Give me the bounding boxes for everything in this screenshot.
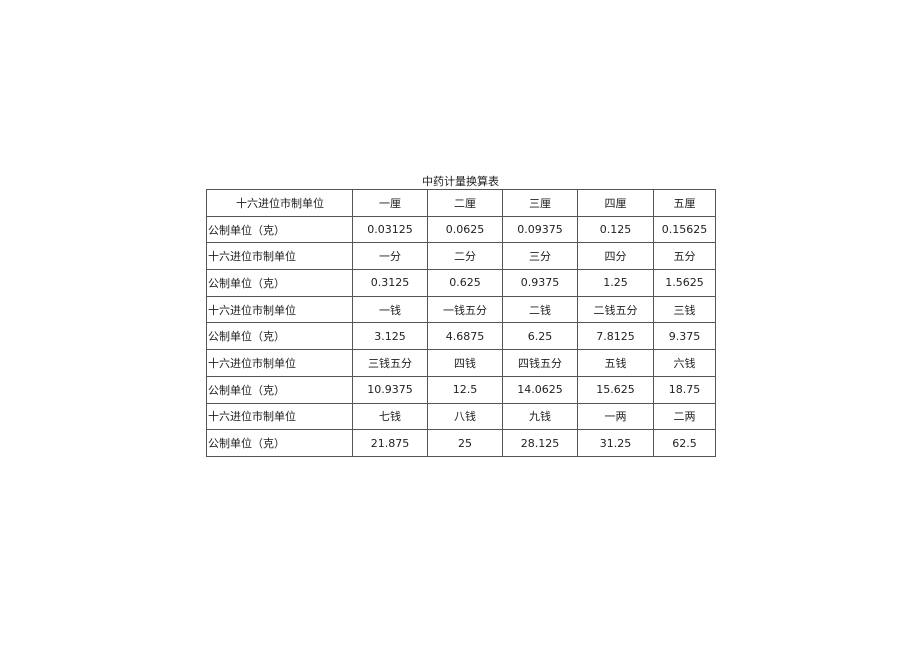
table-cell: 0.03125	[352, 215, 428, 244]
table-cell: 六钱	[653, 349, 716, 377]
table-cell: 14.0625	[502, 375, 578, 404]
table-cell: 1.25	[577, 269, 654, 297]
table-cell: 三厘	[502, 189, 578, 217]
table-cell: 0.625	[427, 269, 503, 297]
table-cell: 一钱五分	[427, 295, 503, 324]
table-cell: 七钱	[352, 402, 428, 431]
table-cell: 62.5	[653, 429, 716, 457]
table-cell: 0.15625	[653, 215, 716, 244]
table-row: 公制单位（克） 0.3125 0.625 0.9375 1.25 1.5625	[206, 269, 716, 297]
table-cell: 五钱	[577, 349, 654, 377]
table-cell: 一钱	[352, 295, 428, 324]
table-cell: 一分	[352, 242, 428, 271]
table-cell: 18.75	[653, 375, 716, 404]
table-cell: 八钱	[427, 402, 503, 431]
row-label: 十六进位市制单位	[206, 349, 353, 377]
table-cell: 3.125	[352, 322, 428, 351]
table-cell: 25	[427, 429, 503, 457]
table-cell: 九钱	[502, 402, 578, 431]
table-row: 公制单位（克） 0.03125 0.0625 0.09375 0.125 0.15625	[206, 215, 716, 244]
table-cell: 0.09375	[502, 215, 578, 244]
row-label: 十六进位市制单位	[206, 189, 353, 217]
row-label: 公制单位（克）	[206, 322, 353, 351]
table-cell: 7.8125	[577, 322, 654, 351]
table-cell: 1.5625	[653, 269, 716, 297]
table-cell: 二厘	[427, 189, 503, 217]
table-cell: 15.625	[577, 375, 654, 404]
table-cell: 二钱五分	[577, 295, 654, 324]
table-row: 十六进位市制单位 七钱 八钱 九钱 一两 二两	[206, 402, 716, 431]
row-label: 十六进位市制单位	[206, 242, 353, 271]
table-row: 公制单位（克） 3.125 4.6875 6.25 7.8125 9.375	[206, 322, 716, 351]
table-cell: 0.0625	[427, 215, 503, 244]
table-cell: 9.375	[653, 322, 716, 351]
table-row: 十六进位市制单位 一厘 二厘 三厘 四厘 五厘	[206, 189, 716, 217]
table-row: 公制单位（克） 21.875 25 28.125 31.25 62.5	[206, 429, 716, 457]
table-row: 公制单位（克） 10.9375 12.5 14.0625 15.625 18.75	[206, 375, 716, 404]
table-cell: 四钱五分	[502, 349, 578, 377]
row-label: 公制单位（克）	[206, 375, 353, 404]
table-cell: 0.9375	[502, 269, 578, 297]
table-title: 中药计量换算表	[422, 175, 499, 188]
table-cell: 28.125	[502, 429, 578, 457]
table-cell: 五分	[653, 242, 716, 271]
table-cell: 4.6875	[427, 322, 503, 351]
table-row: 十六进位市制单位 一钱 一钱五分 二钱 二钱五分 三钱	[206, 295, 716, 324]
table-cell: 四钱	[427, 349, 503, 377]
table-cell: 二钱	[502, 295, 578, 324]
table-cell: 0.125	[577, 215, 654, 244]
table-cell: 12.5	[427, 375, 503, 404]
row-label: 十六进位市制单位	[206, 295, 353, 324]
table-cell: 四分	[577, 242, 654, 271]
table-cell: 21.875	[352, 429, 428, 457]
table-row: 十六进位市制单位 三钱五分 四钱 四钱五分 五钱 六钱	[206, 349, 716, 377]
row-label: 公制单位（克）	[206, 429, 353, 457]
table-cell: 二两	[653, 402, 716, 431]
table-cell: 三分	[502, 242, 578, 271]
table-cell: 0.3125	[352, 269, 428, 297]
table-cell: 三钱五分	[352, 349, 428, 377]
row-label: 十六进位市制单位	[206, 402, 353, 431]
table-cell: 五厘	[653, 189, 716, 217]
table-cell: 一两	[577, 402, 654, 431]
table-row: 十六进位市制单位 一分 二分 三分 四分 五分	[206, 242, 716, 271]
table-cell: 三钱	[653, 295, 716, 324]
table-cell: 6.25	[502, 322, 578, 351]
row-label: 公制单位（克）	[206, 269, 353, 297]
table-cell: 二分	[427, 242, 503, 271]
table-cell: 四厘	[577, 189, 654, 217]
table-cell: 10.9375	[352, 375, 428, 404]
table-cell: 一厘	[352, 189, 428, 217]
conversion-table: 十六进位市制单位 一厘 二厘 三厘 四厘 五厘 公制单位（克） 0.03125 0.0625 0.…	[206, 189, 716, 457]
table-cell: 31.25	[577, 429, 654, 457]
row-label: 公制单位（克）	[206, 215, 353, 244]
